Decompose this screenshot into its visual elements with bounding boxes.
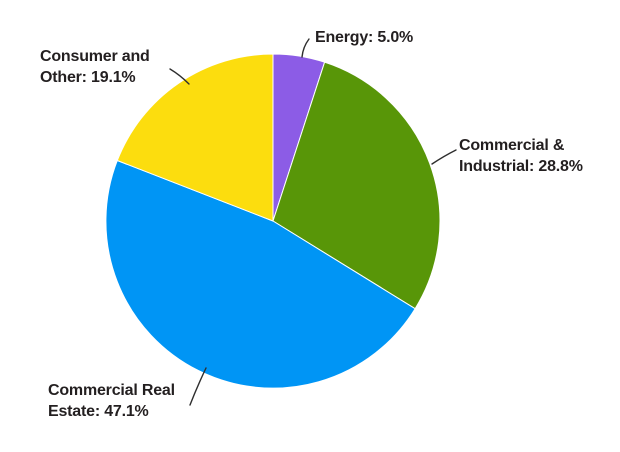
label-energy: Energy: 5.0% <box>315 27 413 48</box>
label-commercial-industrial-line1: Commercial & <box>459 137 565 154</box>
label-commercial-real-estate-line1: Commercial Real <box>48 382 175 399</box>
label-energy-line1: Energy: 5.0% <box>315 29 414 46</box>
label-consumer-and-other: Consumer and Other: 19.1% <box>40 46 150 88</box>
label-commercial-real-estate-line2: Estate: 47.1% <box>48 403 149 420</box>
pie-slice-commercial-industrial <box>272 61 441 310</box>
pie-slice-commercial-real-estate <box>105 160 416 389</box>
label-commercial-industrial: Commercial & Industrial: 28.8% <box>459 135 583 177</box>
pie-slices-group <box>105 53 441 389</box>
label-consumer-line2: Other: 19.1% <box>40 69 136 86</box>
label-commercial-industrial-line2: Industrial: 28.8% <box>459 158 583 175</box>
label-commercial-real-estate: Commercial Real Estate: 47.1% <box>48 380 175 422</box>
leader-line-commercial-industrial <box>431 149 457 165</box>
leader-line-energy <box>301 38 310 58</box>
leader-line-commercial-real-estate <box>189 367 207 406</box>
leader-line-consumer-and-other <box>169 68 190 85</box>
pie-slice-consumer-and-other <box>116 53 274 222</box>
label-consumer-line1: Consumer and <box>40 48 150 65</box>
